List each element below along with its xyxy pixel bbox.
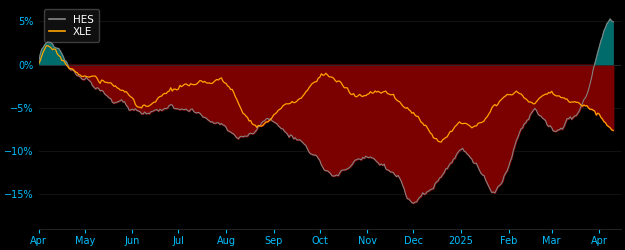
Legend: HES, XLE: HES, XLE — [44, 10, 99, 42]
